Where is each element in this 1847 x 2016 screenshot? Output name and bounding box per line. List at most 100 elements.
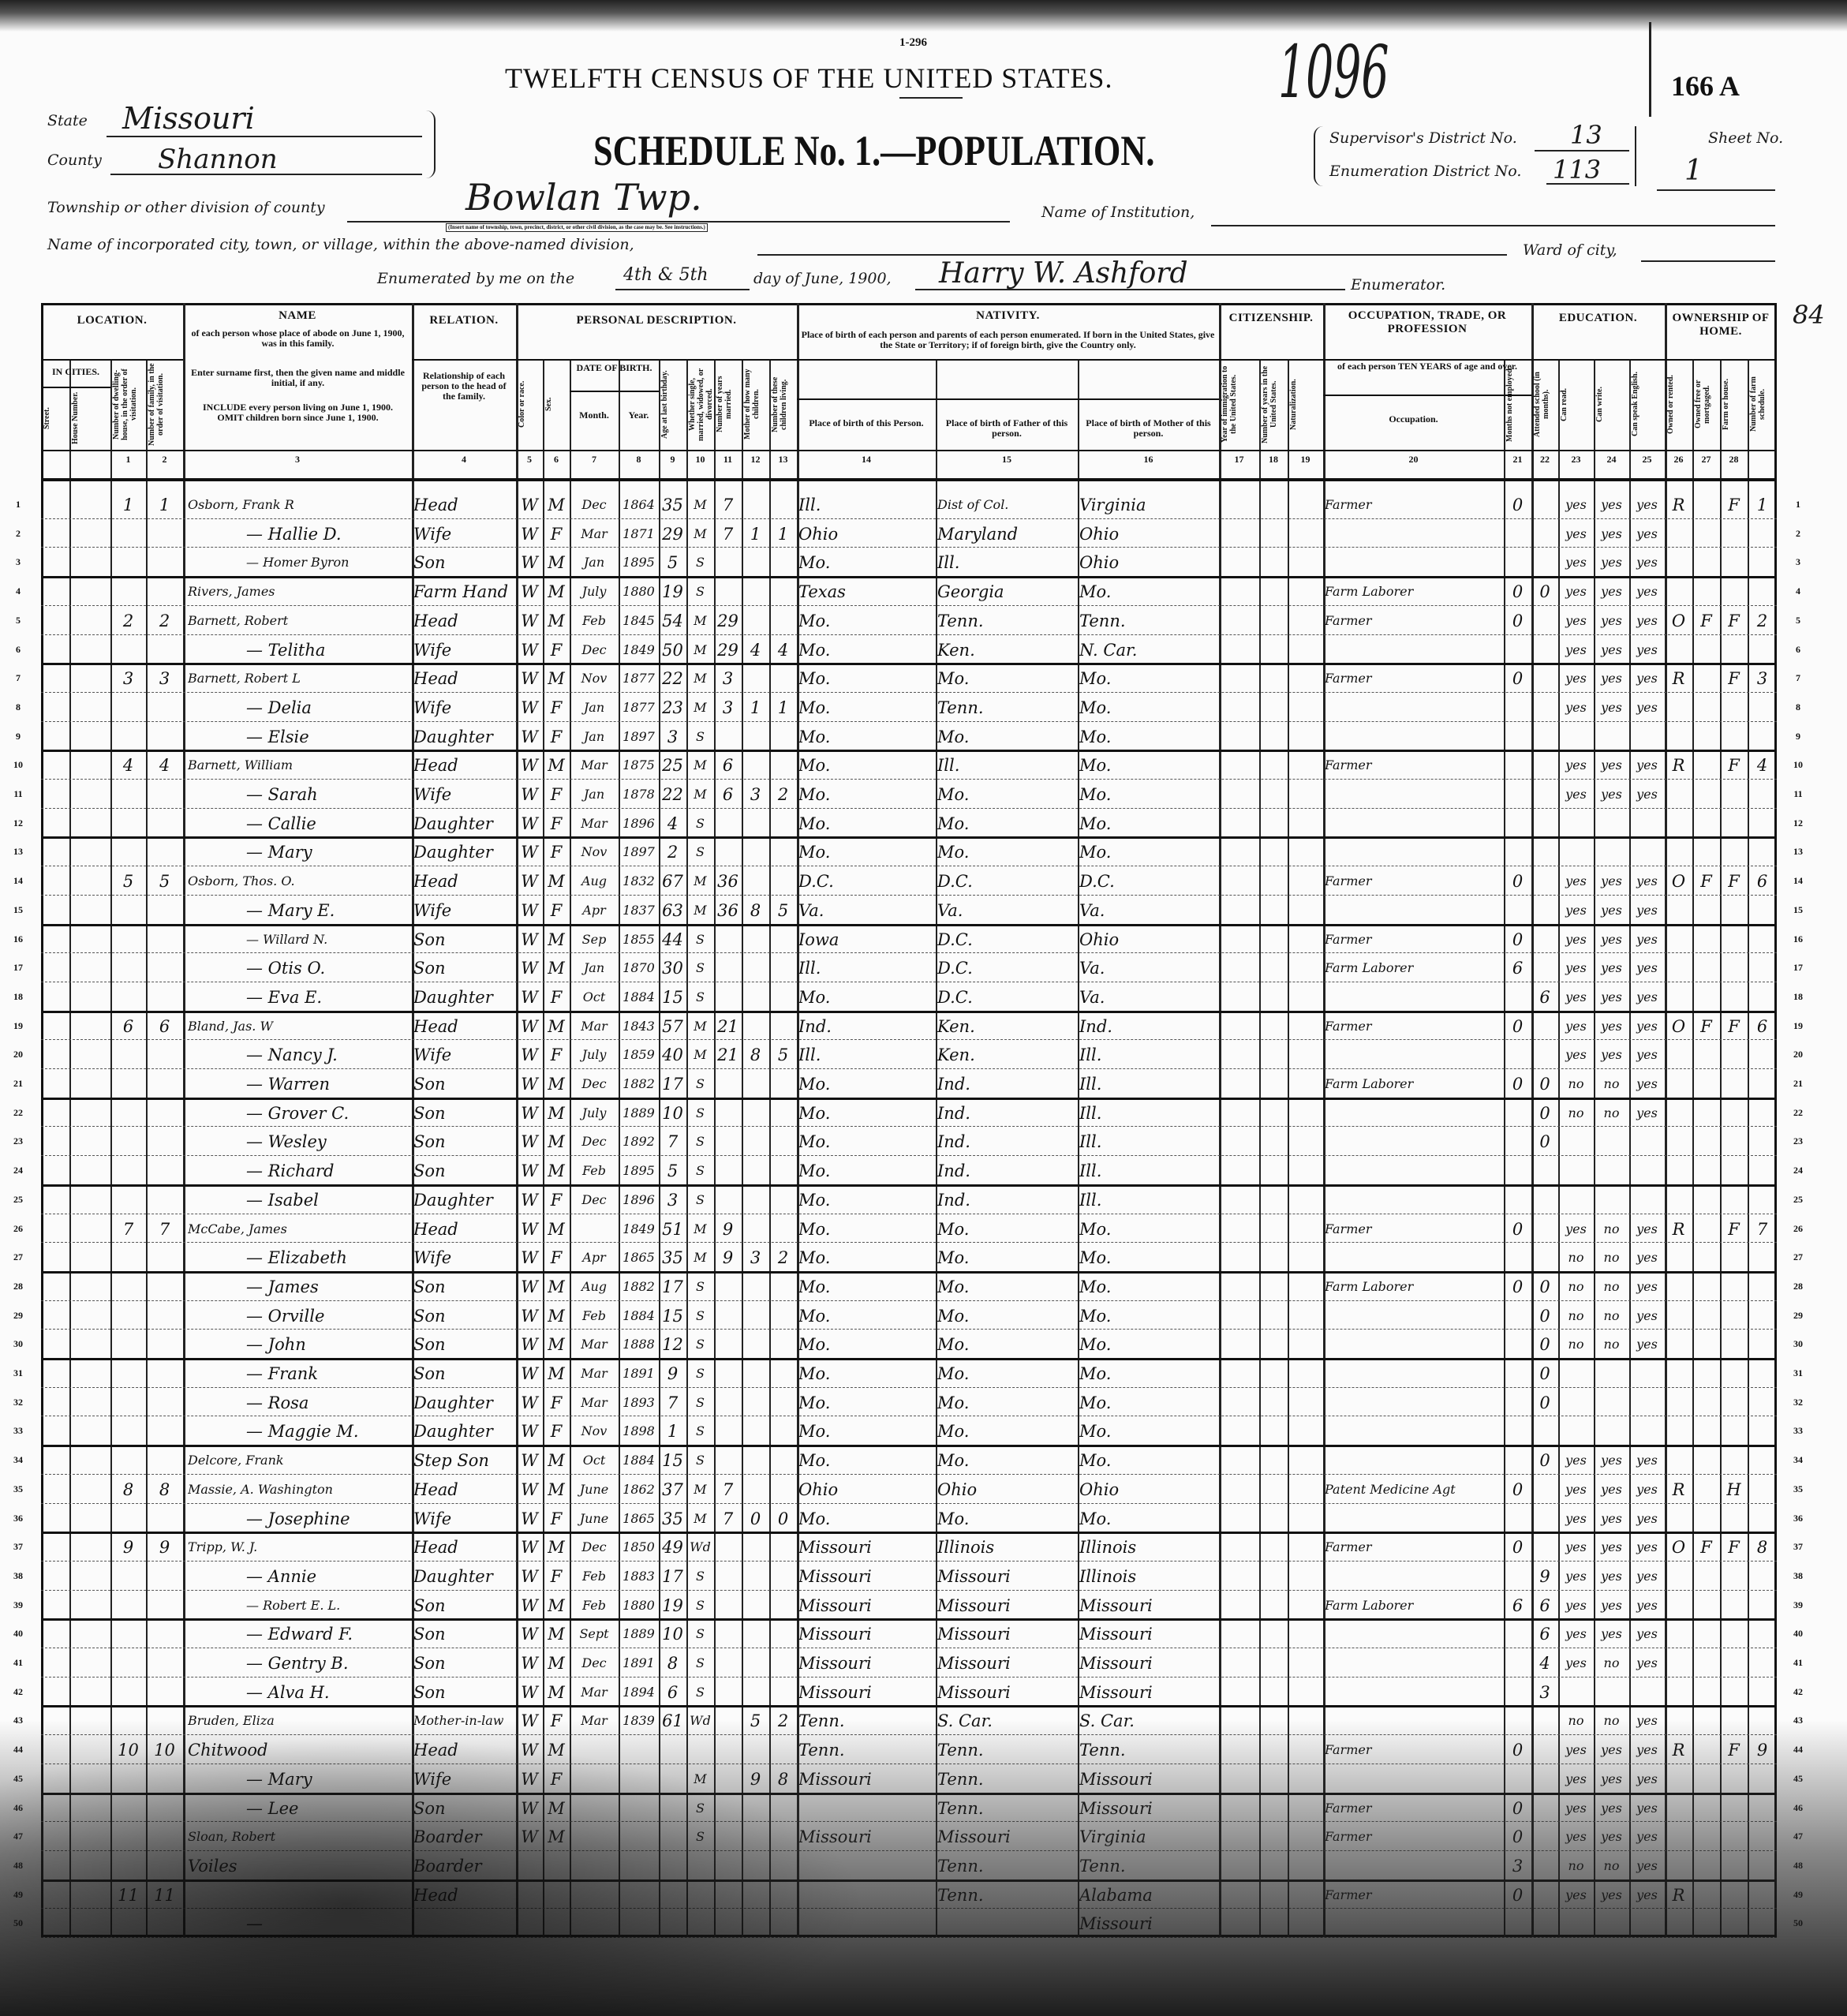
cell-speak: yes <box>1636 1626 1658 1642</box>
cell-relation: Daughter <box>413 1566 493 1586</box>
cell-months-unemp: 0 <box>1512 1075 1524 1094</box>
line-number: 20 <box>13 1049 23 1060</box>
cell-age: 7 <box>667 1132 679 1152</box>
cell-birth-father: Illinois <box>937 1538 995 1558</box>
cell-write: yes <box>1601 1829 1622 1845</box>
cell-living: 1 <box>777 698 789 717</box>
column-label-natz: Naturalization. <box>1289 379 1298 430</box>
line-number: 1 <box>1796 499 1800 510</box>
column-number: 7 <box>592 454 596 465</box>
cell-birth-person: Mo. <box>798 1422 831 1442</box>
cell-birth-person: Mo. <box>798 1335 831 1355</box>
cell-read: no <box>1568 1337 1584 1352</box>
cell-relation: Head <box>413 496 458 514</box>
cell-relation: Son <box>413 1277 446 1296</box>
cell-birth-person: Mo. <box>798 1393 831 1412</box>
column-rule <box>1629 359 1631 1937</box>
cell-month: Jan <box>583 787 605 802</box>
cell-name: — Rosa <box>246 1393 309 1412</box>
cell-sex: M <box>548 1682 565 1702</box>
cell-occupation: Farmer <box>1325 497 1372 512</box>
cell-year: 1864 <box>623 497 655 512</box>
cell-marital: S <box>696 1394 705 1410</box>
cell-age: 19 <box>662 1595 683 1615</box>
cell-name: — Josephine <box>246 1509 350 1528</box>
cell-color: W <box>521 843 538 862</box>
line-number: 50 <box>1793 1917 1803 1929</box>
cell-birth-father: Mo. <box>937 1393 970 1412</box>
cell-marital: S <box>696 1568 705 1584</box>
cell-birth-mother: Tenn. <box>1079 1741 1126 1760</box>
cell-owned: R <box>1672 756 1685 776</box>
cell-speak: yes <box>1636 1018 1658 1034</box>
cell-name: — James <box>246 1277 319 1296</box>
cell-write: no <box>1603 1337 1620 1352</box>
cell-dwelling: 3 <box>122 669 134 689</box>
cell-write: yes <box>1601 931 1622 947</box>
cell-year: 1897 <box>623 728 655 744</box>
line-number: 22 <box>13 1106 23 1118</box>
cell-speak: yes <box>1636 526 1658 541</box>
cell-marital: M <box>694 1221 707 1236</box>
cell-months-unemp: 0 <box>1512 1798 1524 1818</box>
cell-year: 1875 <box>623 757 655 773</box>
cell-age: 10 <box>662 1625 683 1644</box>
margin-note: 84 <box>1793 300 1825 330</box>
enumeration-label: Enumeration District No. <box>1329 163 1522 180</box>
cell-age: 35 <box>662 1509 683 1528</box>
cell-farm: F <box>1728 496 1740 514</box>
cell-relation: Son <box>413 1132 446 1152</box>
cell-month: Jan <box>583 699 605 715</box>
line-number: 10 <box>1793 759 1803 771</box>
header-rule <box>1323 395 1531 396</box>
column-number: 25 <box>1642 454 1652 465</box>
cell-owned: R <box>1672 1885 1685 1905</box>
cell-month: Apr <box>582 1250 606 1266</box>
cell-relation: Wife <box>413 524 452 544</box>
cell-relation: Step Son <box>413 1451 489 1471</box>
cell-age: 17 <box>662 1566 683 1586</box>
cell-birth-mother: Missouri <box>1079 1769 1153 1789</box>
ward-label: Ward of city, <box>1523 241 1617 259</box>
cell-sex: F <box>550 1393 563 1412</box>
cell-read: yes <box>1565 1655 1587 1670</box>
cell-marital: S <box>696 844 705 860</box>
cell-color: W <box>521 1045 538 1065</box>
nativity-description: Place of birth of each person and parent… <box>801 330 1215 350</box>
row-rule <box>41 691 1777 693</box>
line-number: 21 <box>1793 1078 1803 1089</box>
ward-field <box>1641 260 1775 262</box>
cell-occupation: Farmer <box>1325 757 1372 773</box>
cell-month: Apr <box>582 902 606 918</box>
cell-marital: M <box>694 1018 707 1034</box>
column-label-birth-father: Place of birth of Father of this person. <box>945 418 1068 439</box>
cell-marital: S <box>696 1307 705 1323</box>
column-rule <box>1078 359 1079 1937</box>
cell-birth-mother: Mo. <box>1079 814 1112 833</box>
cell-marital: S <box>696 1597 705 1613</box>
line-number: 11 <box>13 788 23 799</box>
supervisor-label: Supervisor's District No. <box>1329 129 1517 147</box>
cell-birth-mother: Mo. <box>1079 1422 1112 1442</box>
cell-write: no <box>1603 1278 1620 1294</box>
cell-relation: Son <box>413 1161 446 1181</box>
cell-read: yes <box>1565 1626 1587 1642</box>
cell-year: 1880 <box>623 1597 655 1613</box>
column-number: 14 <box>862 454 871 465</box>
cell-read: yes <box>1565 1800 1587 1816</box>
cell-occupation: Farm Laborer <box>1325 1597 1414 1613</box>
line-number: 48 <box>1793 1859 1803 1871</box>
cell-birth-father: Mo. <box>937 1219 970 1239</box>
cell-name: — Elizabeth <box>246 1248 347 1268</box>
cell-name: — Callie <box>246 814 316 833</box>
cell-age: 3 <box>667 1190 679 1210</box>
cell-month: Sep <box>581 931 607 947</box>
line-number: 9 <box>1796 730 1800 742</box>
cell-birth-mother: Tenn. <box>1079 611 1126 630</box>
cell-write: yes <box>1601 757 1622 773</box>
cell-sex: M <box>548 1161 565 1181</box>
cell-living: 5 <box>777 900 789 920</box>
cell-birth-person: Tenn. <box>798 1711 845 1731</box>
line-number: 18 <box>13 990 23 1002</box>
cell-write: yes <box>1601 787 1622 802</box>
